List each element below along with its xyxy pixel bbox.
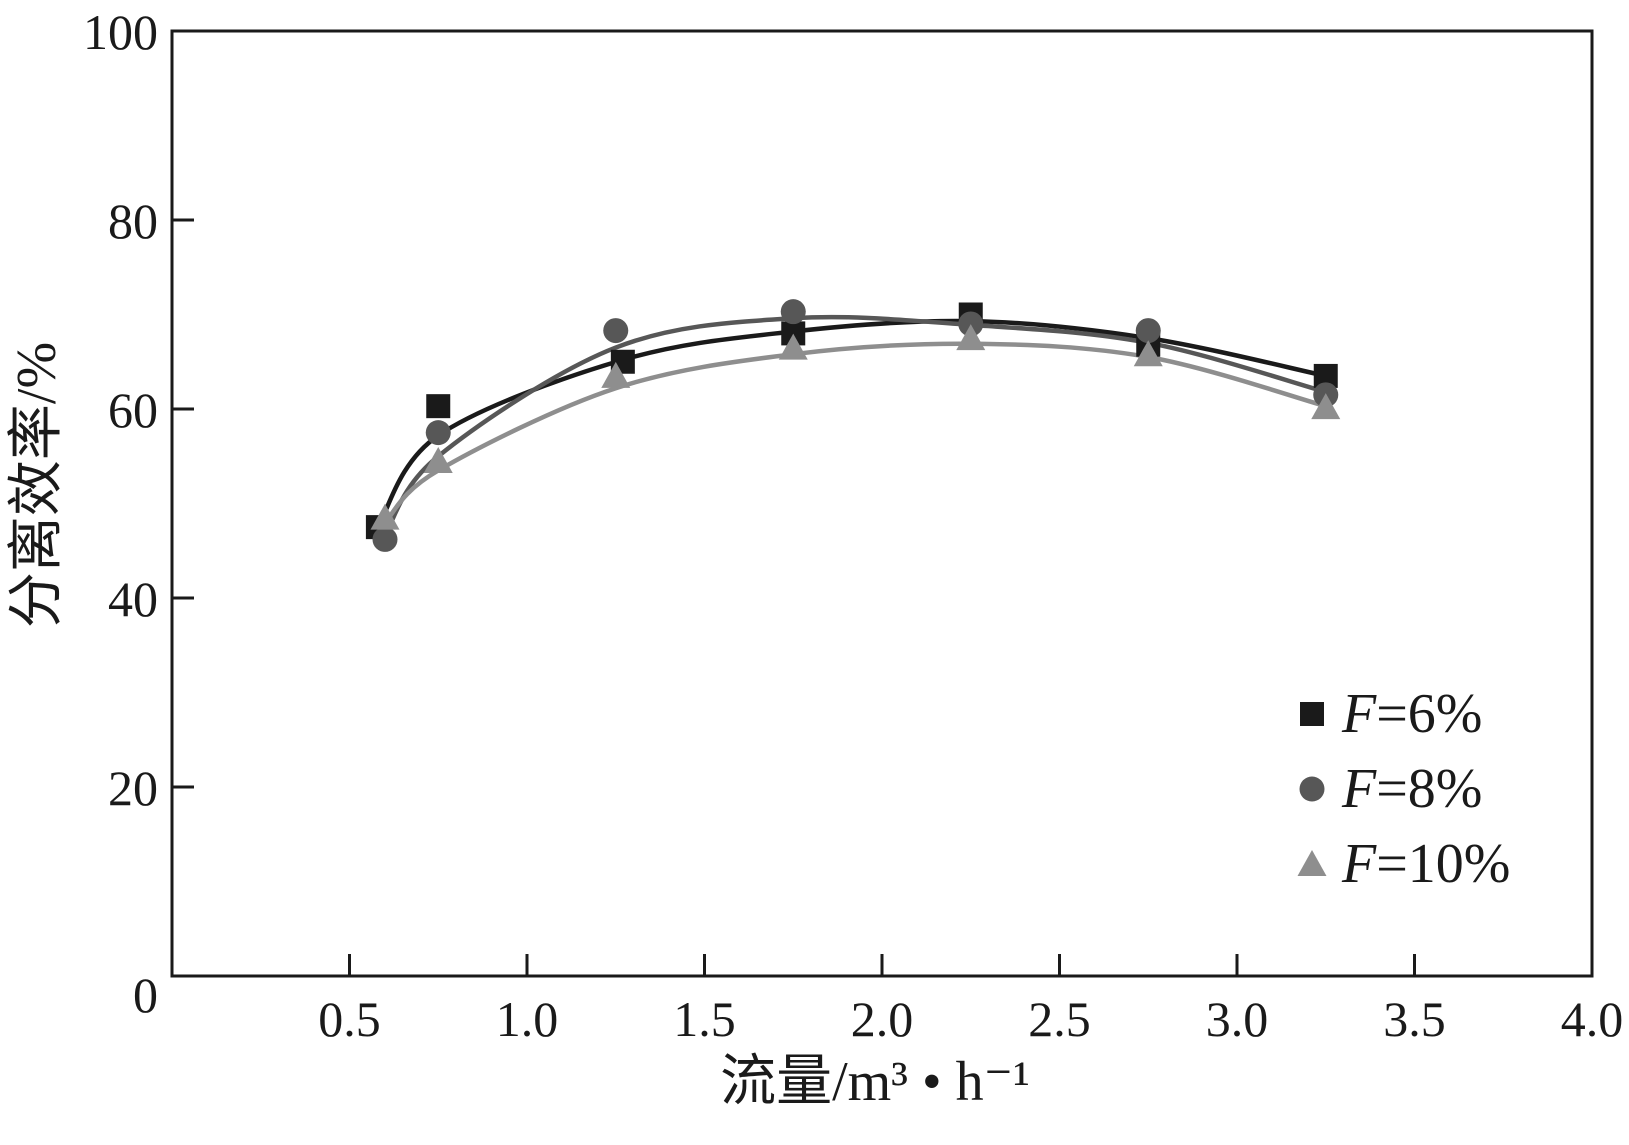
x-tick-label: 3.0 <box>1206 991 1269 1047</box>
legend-label-value: =8% <box>1376 758 1482 820</box>
legend-label-1: F=6% <box>1341 683 1482 745</box>
data-point-series-3 <box>1311 393 1341 420</box>
data-point-series-2 <box>603 318 629 344</box>
legend-marker-3 <box>1297 850 1327 876</box>
x-tick-label: 1.5 <box>673 991 736 1047</box>
legend-label-value: =6% <box>1376 683 1482 745</box>
y-tick-label: 60 <box>108 382 158 438</box>
legend-label-variable: F <box>1341 683 1377 745</box>
data-point-series-3 <box>956 324 986 351</box>
data-point-series-3 <box>370 503 400 530</box>
x-tick-label: 1.0 <box>496 991 559 1047</box>
legend-label-variable: F <box>1341 833 1377 895</box>
axis-ticks: 0.5 1.0 1.5 2.0 2.5 3.0 3.5 4.0 0 20 40 60 80 100 <box>83 4 1623 1047</box>
y-tick-label: 20 <box>108 760 158 816</box>
x-tick-label: 3.5 <box>1383 991 1446 1047</box>
legend-label-2: F=8% <box>1341 758 1482 820</box>
y-tick-label: 40 <box>108 571 158 627</box>
data-point-series-2 <box>372 526 398 552</box>
x-tick-label: 4.0 <box>1561 991 1624 1047</box>
legend-label-variable: F <box>1341 758 1377 820</box>
x-tick-label: 2.0 <box>851 991 914 1047</box>
y-axis-label: 分离效率/% <box>6 342 68 628</box>
y-tick-label: 80 <box>108 193 158 249</box>
data-point-series-2 <box>425 420 451 446</box>
legend-marker-1 <box>1300 702 1324 726</box>
data-point-series-2 <box>958 311 984 337</box>
legend-label-3: F=10% <box>1341 833 1510 895</box>
y-tick-label: 0 <box>133 967 158 1023</box>
data-markers <box>365 299 1341 552</box>
x-axis-label: 流量/m³ • h⁻¹ <box>720 1051 1030 1113</box>
data-point-series-2 <box>1135 318 1161 344</box>
data-point-series-2 <box>780 299 806 325</box>
x-tick-label: 2.5 <box>1028 991 1091 1047</box>
y-tick-label: 100 <box>83 4 158 60</box>
data-point-series-3 <box>601 361 631 388</box>
fit-curves <box>375 314 1327 536</box>
data-point-series-1 <box>426 394 451 419</box>
legend-label-value: =10% <box>1376 833 1510 895</box>
data-point-series-3 <box>423 446 453 473</box>
legend-marker-2 <box>1299 776 1325 802</box>
x-tick-label: 0.5 <box>318 991 381 1047</box>
fit-curve-series-3 <box>383 341 1327 525</box>
legend: F=6%F=8%F=10% <box>1297 683 1510 895</box>
data-point-series-3 <box>1133 340 1163 367</box>
data-point-series-3 <box>778 333 808 360</box>
